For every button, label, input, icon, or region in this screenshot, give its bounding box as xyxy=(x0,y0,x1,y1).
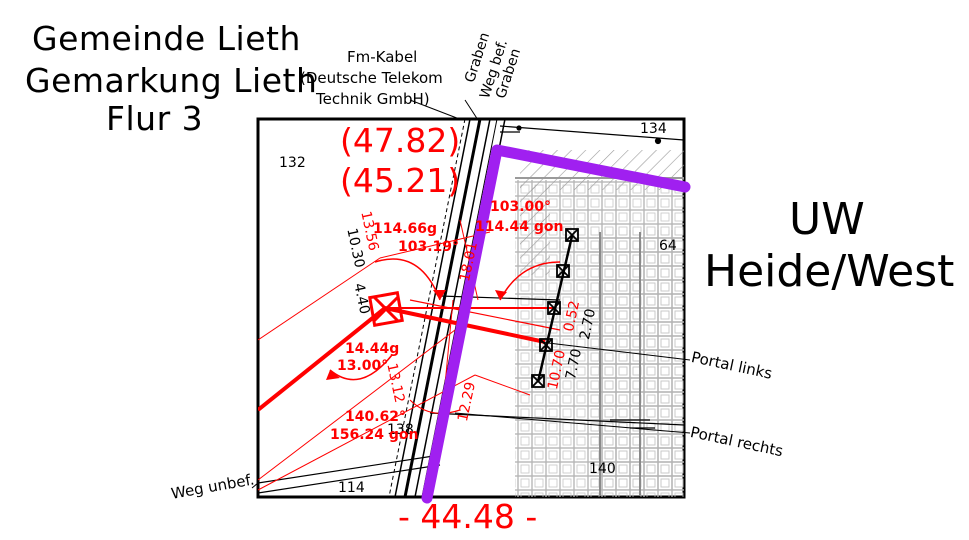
angle-label-a1-gon: 114.66g xyxy=(373,221,438,237)
parcel-number-138: 138 xyxy=(387,422,414,438)
leader-lines xyxy=(251,99,691,489)
district-label: Gemarkung Lieth xyxy=(25,61,318,100)
substation-label-line1: UW xyxy=(789,194,865,245)
cable-label-line1: Fm-Kabel xyxy=(347,48,418,66)
elevation-value-1: (47.82) xyxy=(340,121,461,160)
parcel-number-114: 114 xyxy=(338,480,365,496)
elevation-value-2: (45.21) xyxy=(340,161,461,200)
red-construction-lines xyxy=(258,219,561,491)
parcel-boundaries xyxy=(258,125,684,494)
cable-route-line xyxy=(421,144,691,504)
tower-symbol xyxy=(368,291,404,327)
cable-label-line2: (Deutsche Telekom xyxy=(300,69,443,87)
portal-line xyxy=(531,228,579,388)
angle-label-a1-deg: 103.19° xyxy=(398,239,460,255)
angle-label-a3-deg: 13.00° xyxy=(337,358,389,374)
municipality-label: Gemeinde Lieth xyxy=(32,19,301,58)
parcel-number-64: 64 xyxy=(659,238,677,254)
angle-label-a2-deg: 103.00° xyxy=(490,199,552,215)
angle-label-a2-gon: 114.44 gon xyxy=(475,219,564,235)
parcel-number-134: 134 xyxy=(640,121,667,137)
angle-label-a4-gon: 140.62° xyxy=(345,409,407,425)
cable-label-line3: Technik GmbH) xyxy=(316,90,430,108)
substation-label-line2: Heide/West xyxy=(704,246,955,297)
parcel-number-140: 140 xyxy=(589,461,616,477)
elevation-value-bottom: - 44.48 - xyxy=(398,497,538,536)
angle-label-a4-deg: 156.24 gon xyxy=(330,427,419,443)
parcel-number-132: 132 xyxy=(279,155,306,171)
parcel-flur-label: Flur 3 xyxy=(106,99,204,138)
angle-label-a3-gon: 14.44g xyxy=(345,341,400,357)
